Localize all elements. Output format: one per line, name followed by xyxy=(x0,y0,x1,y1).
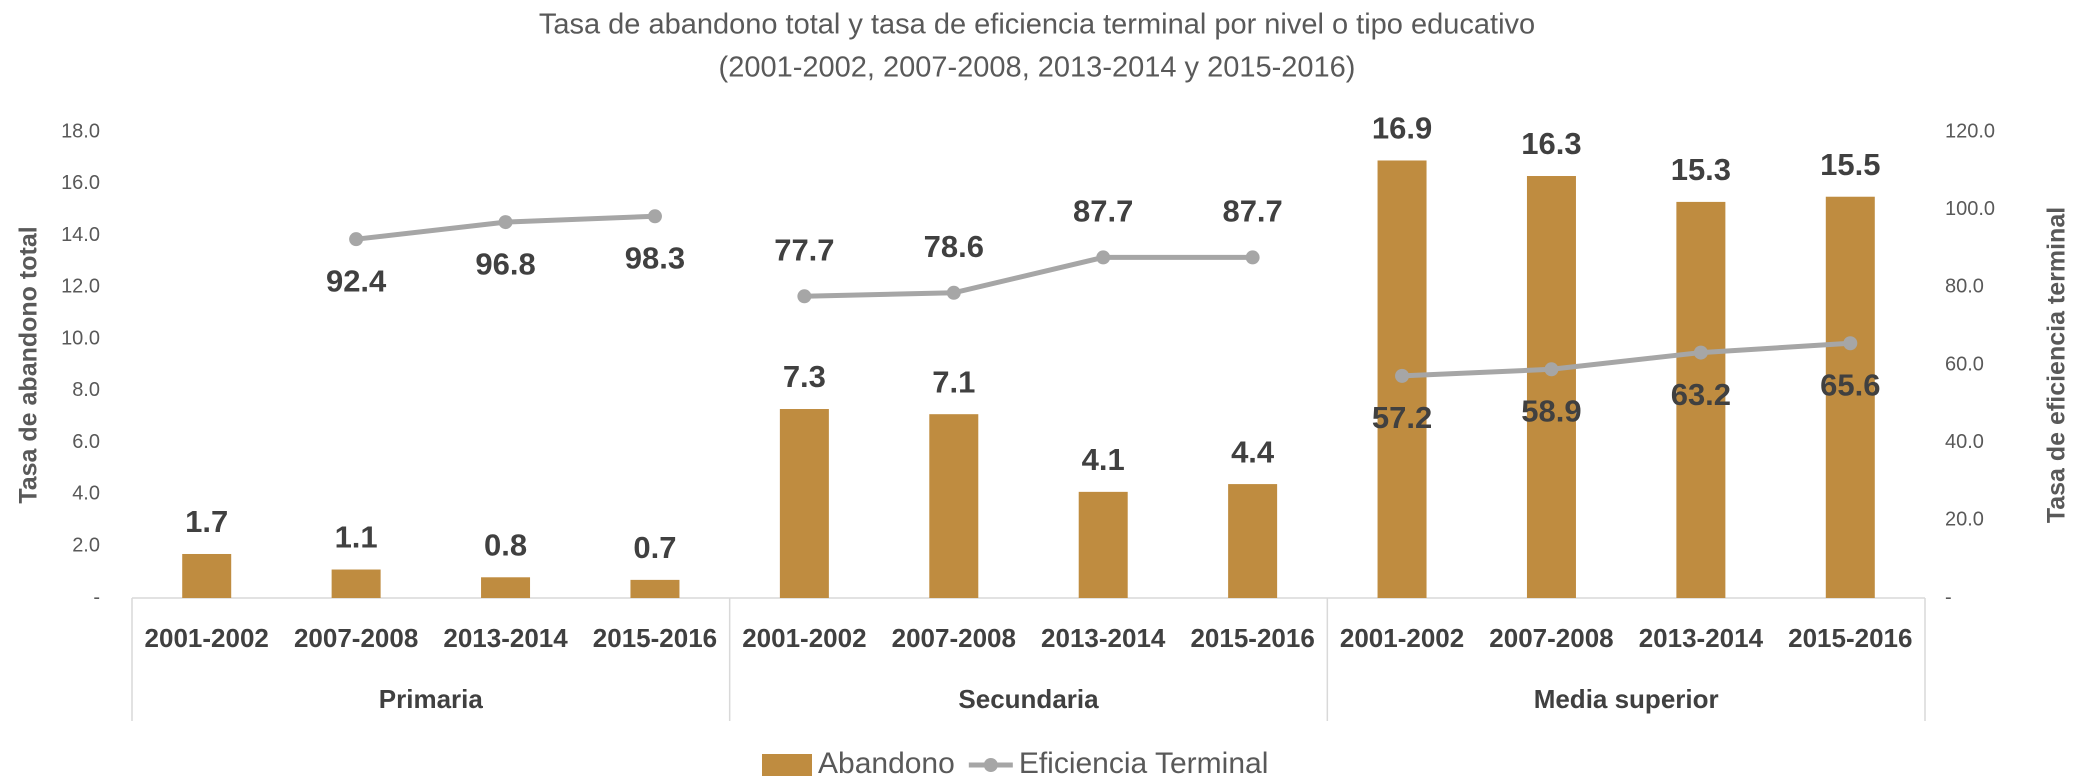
bar xyxy=(1676,201,1726,598)
bar xyxy=(1526,176,1576,598)
data-label: 1.1 xyxy=(335,520,378,555)
data-label: 4.4 xyxy=(1231,434,1275,469)
legend-label: Eficiencia Terminal xyxy=(1019,747,1269,779)
x-tick-label: 2007-2008 xyxy=(1489,623,1613,653)
data-label: 63.2 xyxy=(1671,377,1731,412)
y-tick-label: 6.0 xyxy=(72,431,100,453)
x-tick-label: 2015-2016 xyxy=(593,623,717,653)
line xyxy=(804,254,1253,299)
y2-tick-label: - xyxy=(1945,586,1952,608)
y-tick-label: - xyxy=(93,586,100,608)
line-point xyxy=(1843,336,1858,351)
x-tick-label: 2001-2002 xyxy=(1340,623,1464,653)
x-tick-label: 2013-2014 xyxy=(1639,623,1764,653)
group-label: Primaria xyxy=(379,684,484,714)
x-tick-label: 2007-2008 xyxy=(892,623,1016,653)
data-label: 65.6 xyxy=(1820,367,1880,402)
x-tick-label: 2013-2014 xyxy=(443,623,568,653)
bar xyxy=(929,414,979,598)
y-tick-label: 18.0 xyxy=(61,120,100,142)
data-label: 4.1 xyxy=(1082,442,1125,477)
chart-title: Tasa de abandono total y tasa de eficien… xyxy=(539,9,1535,41)
y2-tick-label: 20.0 xyxy=(1945,509,1984,531)
data-label: 78.6 xyxy=(924,229,984,264)
line-point xyxy=(1096,250,1111,265)
x-tick-label: 2007-2008 xyxy=(294,623,418,653)
data-label: 58.9 xyxy=(1521,393,1581,428)
y2-axis-title: Tasa de eficiencia terminal xyxy=(2043,207,2071,523)
bar xyxy=(1825,196,1875,598)
x-tick-label: 2001-2002 xyxy=(145,623,269,653)
legend-swatch xyxy=(762,754,812,776)
x-tick-label: 2015-2016 xyxy=(1788,623,1912,653)
legend-label: Abandono xyxy=(818,747,955,779)
x-tick-label: 2015-2016 xyxy=(1190,623,1314,653)
data-label: 0.8 xyxy=(484,527,527,562)
y2-tick-label: 60.0 xyxy=(1945,353,1984,375)
y-tick-label: 2.0 xyxy=(72,535,100,557)
data-label: 57.2 xyxy=(1372,400,1432,435)
line-point xyxy=(498,215,513,230)
data-label: 15.5 xyxy=(1820,147,1880,182)
bar xyxy=(1078,491,1128,598)
line xyxy=(1401,340,1851,379)
chart-subtitle: (2001-2002, 2007-2008, 2013-2014 y 2015-… xyxy=(719,52,1356,84)
legend-swatch xyxy=(983,758,998,772)
y2-tick-label: 80.0 xyxy=(1945,276,1984,298)
bar xyxy=(630,579,680,598)
data-label: 1.7 xyxy=(185,504,228,539)
group-label: Secundaria xyxy=(958,684,1099,714)
data-label: 96.8 xyxy=(475,246,535,281)
data-label: 15.3 xyxy=(1671,152,1731,187)
data-label: 98.3 xyxy=(625,240,685,275)
line-point xyxy=(647,209,662,224)
data-label: 7.1 xyxy=(932,364,975,399)
x-tick-label: 2013-2014 xyxy=(1041,623,1166,653)
data-label: 16.3 xyxy=(1521,126,1581,161)
y-axis-title: Tasa de abandono total xyxy=(15,226,43,503)
line-point xyxy=(349,232,364,247)
line-point xyxy=(1693,345,1708,360)
y2-tick-label: 40.0 xyxy=(1945,431,1984,453)
y-tick-label: 10.0 xyxy=(61,327,100,349)
line-point xyxy=(946,285,961,300)
y2-tick-label: 100.0 xyxy=(1945,198,1995,220)
data-label: 87.7 xyxy=(1073,194,1133,229)
x-tick-label: 2001-2002 xyxy=(742,623,866,653)
y-tick-label: 14.0 xyxy=(61,224,100,246)
bar xyxy=(779,409,829,598)
line-point xyxy=(1245,250,1260,265)
line-point xyxy=(1544,362,1559,377)
data-label: 87.7 xyxy=(1222,194,1282,229)
data-label: 92.4 xyxy=(326,263,387,298)
y-tick-label: 4.0 xyxy=(72,483,100,505)
data-label: 77.7 xyxy=(774,232,834,267)
data-label: 7.3 xyxy=(783,359,826,394)
y2-tick-label: 120.0 xyxy=(1945,120,1995,142)
bar xyxy=(1228,484,1278,598)
bar xyxy=(182,553,232,598)
data-label: 0.7 xyxy=(633,530,676,565)
data-label: 16.9 xyxy=(1372,111,1432,146)
bar xyxy=(481,577,531,598)
group-label: Media superior xyxy=(1534,684,1719,714)
y-tick-label: 8.0 xyxy=(72,379,100,401)
line-point xyxy=(797,289,812,304)
line-point xyxy=(1395,368,1410,383)
y-tick-label: 12.0 xyxy=(61,276,100,298)
y-tick-label: 16.0 xyxy=(61,172,100,194)
bar xyxy=(331,569,381,598)
